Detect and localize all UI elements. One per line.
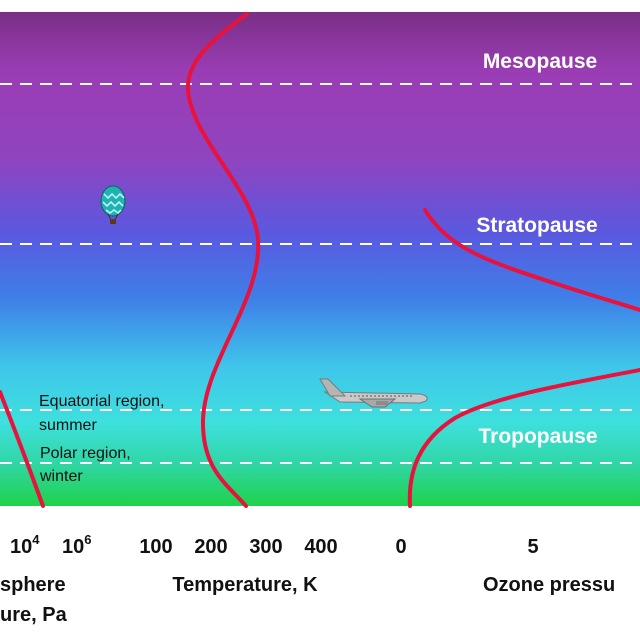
temperature-profile-curve [185,12,261,508]
ozone-profile-upper-curve [423,208,640,312]
equatorial-label-line2: summer [39,417,97,434]
tropopause-label: Tropopause [478,425,597,448]
temperature-tick: 300 [249,536,282,558]
ozone-axis-title: Ozone pressu [483,574,615,596]
ozone-profile-lower-curve [407,368,640,508]
polar-label-line2: winter [39,468,83,485]
equatorial-label-line1: Equatorial region, [39,393,164,410]
polar-label-line1: Polar region, [40,445,131,462]
temperature-axis-title: Temperature, K [172,574,318,596]
ozone-tick: 5 [527,536,538,558]
balloon-icon [100,185,126,224]
ozone-tick: 0 [395,536,406,558]
pressure-axis-title-line1: sphere [0,574,66,596]
temperature-tick: 400 [304,536,337,558]
svg-text:106: 106 [62,532,91,558]
stratopause-label: Stratopause [476,214,597,237]
temperature-tick: 100 [139,536,172,558]
pressure-profile-curve [0,390,45,508]
pressure-tick-10e4: 104 [10,532,40,558]
svg-text:104: 104 [10,532,40,558]
temperature-tick: 200 [194,536,227,558]
airplane-icon [319,378,428,408]
mesopause-label: Mesopause [483,50,597,73]
pressure-axis-title-line2: ure, Pa [0,604,68,626]
atmosphere-gradient-band [0,12,640,506]
pressure-tick-10e6: 106 [62,532,91,558]
